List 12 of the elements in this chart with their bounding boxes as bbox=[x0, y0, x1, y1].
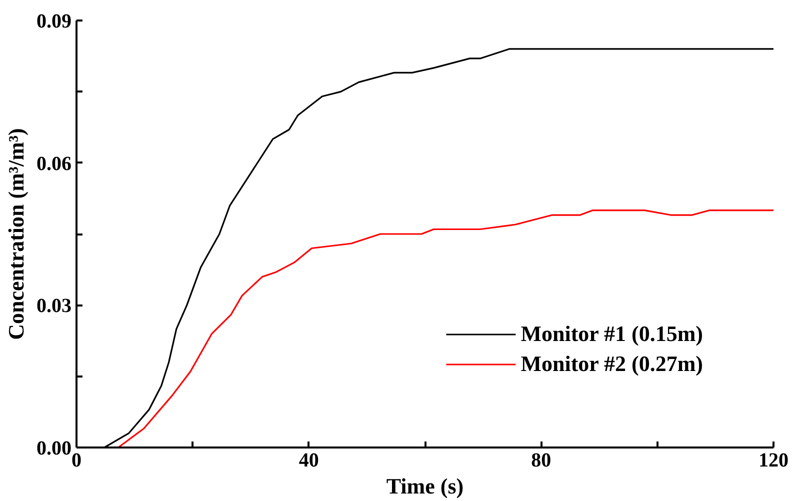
y-tick-label: 0.06 bbox=[36, 152, 72, 175]
x-tick-label: 80 bbox=[531, 450, 552, 472]
x-tick-label: 120 bbox=[758, 450, 788, 472]
legend-label: Monitor #1 (0.15m) bbox=[520, 321, 703, 347]
y-tick-label: 0.00 bbox=[36, 438, 72, 460]
x-tick-label: 40 bbox=[298, 450, 319, 472]
legend-label: Monitor #2 (0.27m) bbox=[520, 351, 703, 377]
y-axis-title: Concentration (m³/m³) bbox=[4, 128, 28, 340]
x-tick-label: 0 bbox=[72, 450, 82, 472]
x-axis-title: Time (s) bbox=[386, 474, 464, 498]
y-tick-label: 0.03 bbox=[36, 295, 72, 318]
y-tick-label: 0.09 bbox=[36, 10, 72, 32]
